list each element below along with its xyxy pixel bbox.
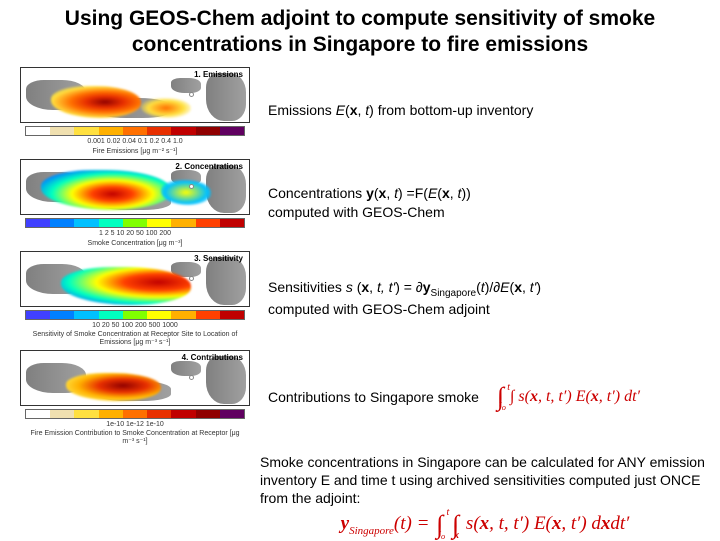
footer-text: Smoke concentrations in Singapore can be… — [260, 453, 710, 508]
colorbar-ticks-2: 1 2 5 10 20 50 100 200 — [25, 230, 245, 237]
footer-block: Smoke concentrations in Singapore can be… — [0, 449, 720, 537]
colorbar-ticks-1: 0.001 0.02 0.04 0.1 0.2 0.4 1.0 — [25, 138, 245, 145]
panel-row-3: 3. Sensitivity 10 20 50 100 200 500 1000 S… — [10, 251, 710, 346]
panel-desc-1: Emissions E(x, t) from bottom-up invento… — [260, 101, 710, 119]
map-2: 2. Concentrations — [20, 159, 250, 215]
panel-desc-2: Concentrations y(x, t) =F(E(x, t))comput… — [260, 184, 710, 220]
main-formula: ySingapore(t) = t∫to ∫x s(x, t, t′) E(x,… — [260, 513, 710, 537]
map-4: 4. Contributions — [20, 350, 250, 406]
figure-1: 1. Emissions 0.001 0.02 0.04 0.1 0.2 0.4 … — [10, 67, 260, 155]
receptor-dot — [189, 375, 194, 380]
map-1: 1. Emissions — [20, 67, 250, 123]
slide-title: Using GEOS-Chem adjoint to compute sensi… — [0, 0, 720, 67]
panel-desc-3: Sensitivities s (x, t, t') = ∂ySingapore… — [260, 278, 710, 318]
colorbar-label-1: Fire Emissions [μg m⁻² s⁻¹] — [25, 147, 245, 155]
colorbar-label-3: Sensitivity of Smoke Concentration at Re… — [25, 331, 245, 346]
inline-integral: t∫to ∫ s(x, t, t′) E(x, t′) dt′ — [495, 387, 640, 408]
colorbar-3 — [25, 310, 245, 320]
figure-4: 4. Contributions 1e-10 1e-12 1e-10 Fire Em… — [10, 350, 260, 445]
panel-row-4: 4. Contributions 1e-10 1e-12 1e-10 Fire Em… — [10, 350, 710, 445]
panel-row-2: 2. Concentrations 1 2 5 10 20 50 100 200 S… — [10, 159, 710, 247]
colorbar-1 — [25, 126, 245, 136]
figure-2: 2. Concentrations 1 2 5 10 20 50 100 200 S… — [10, 159, 260, 247]
colorbar-label-4: Fire Emission Contribution to Smoke Conc… — [25, 430, 245, 445]
colorbar-ticks-4: 1e-10 1e-12 1e-10 — [25, 421, 245, 428]
receptor-dot — [189, 276, 194, 281]
map-title-3: 3. Sensitivity — [194, 254, 243, 263]
colorbar-label-2: Smoke Concentration [μg m⁻³] — [25, 239, 245, 247]
receptor-dot — [189, 184, 194, 189]
map-title-4: 4. Contributions — [182, 353, 243, 362]
panel-desc-4: Contributions to Singapore smoket∫to ∫ s… — [260, 387, 710, 408]
receptor-dot — [189, 92, 194, 97]
map-3: 3. Sensitivity — [20, 251, 250, 307]
map-title-1: 1. Emissions — [194, 70, 243, 79]
colorbar-ticks-3: 10 20 50 100 200 500 1000 — [25, 322, 245, 329]
map-title-2: 2. Concentrations — [175, 162, 243, 171]
colorbar-2 — [25, 218, 245, 228]
figure-3: 3. Sensitivity 10 20 50 100 200 500 1000 S… — [10, 251, 260, 346]
panel-row-1: 1. Emissions 0.001 0.02 0.04 0.1 0.2 0.4 … — [10, 67, 710, 155]
colorbar-4 — [25, 409, 245, 419]
content-area: 1. Emissions 0.001 0.02 0.04 0.1 0.2 0.4 … — [0, 67, 720, 449]
